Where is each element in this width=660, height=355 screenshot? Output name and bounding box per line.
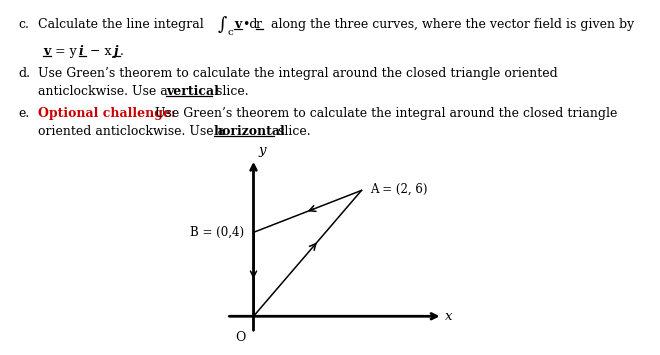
Text: x: x: [446, 310, 453, 323]
Text: c: c: [228, 28, 234, 37]
Text: vertical: vertical: [166, 85, 219, 98]
Text: − x: − x: [86, 45, 112, 58]
Text: Calculate the line integral: Calculate the line integral: [38, 18, 208, 31]
Text: d.: d.: [18, 67, 30, 80]
Text: ∫: ∫: [218, 16, 228, 34]
Text: v: v: [234, 18, 242, 31]
Text: = y: = y: [51, 45, 77, 58]
Text: oriented anticlockwise. Use a: oriented anticlockwise. Use a: [38, 125, 229, 138]
Text: i: i: [79, 45, 84, 58]
Text: y: y: [259, 144, 267, 157]
Text: A = (2, 6): A = (2, 6): [370, 183, 427, 196]
Text: •d: •d: [242, 18, 257, 31]
Text: horizontal: horizontal: [214, 125, 286, 138]
Text: slice.: slice.: [212, 85, 249, 98]
Text: along the three curves, where the vector field is given by: along the three curves, where the vector…: [263, 18, 634, 31]
Text: j: j: [113, 45, 117, 58]
Text: r: r: [256, 18, 262, 31]
Text: O: O: [235, 331, 246, 344]
Text: B = (0,4): B = (0,4): [189, 226, 244, 239]
Text: anticlockwise. Use a: anticlockwise. Use a: [38, 85, 172, 98]
Text: Use Green’s theorem to calculate the integral around the closed triangle: Use Green’s theorem to calculate the int…: [151, 107, 617, 120]
Text: slice.: slice.: [274, 125, 311, 138]
Text: e.: e.: [18, 107, 29, 120]
Text: Use Green’s theorem to calculate the integral around the closed triangle oriente: Use Green’s theorem to calculate the int…: [38, 67, 558, 80]
Text: Optional challenge:: Optional challenge:: [38, 107, 176, 120]
Text: c.: c.: [18, 18, 29, 31]
Text: .: .: [120, 45, 124, 58]
Text: v: v: [43, 45, 50, 58]
